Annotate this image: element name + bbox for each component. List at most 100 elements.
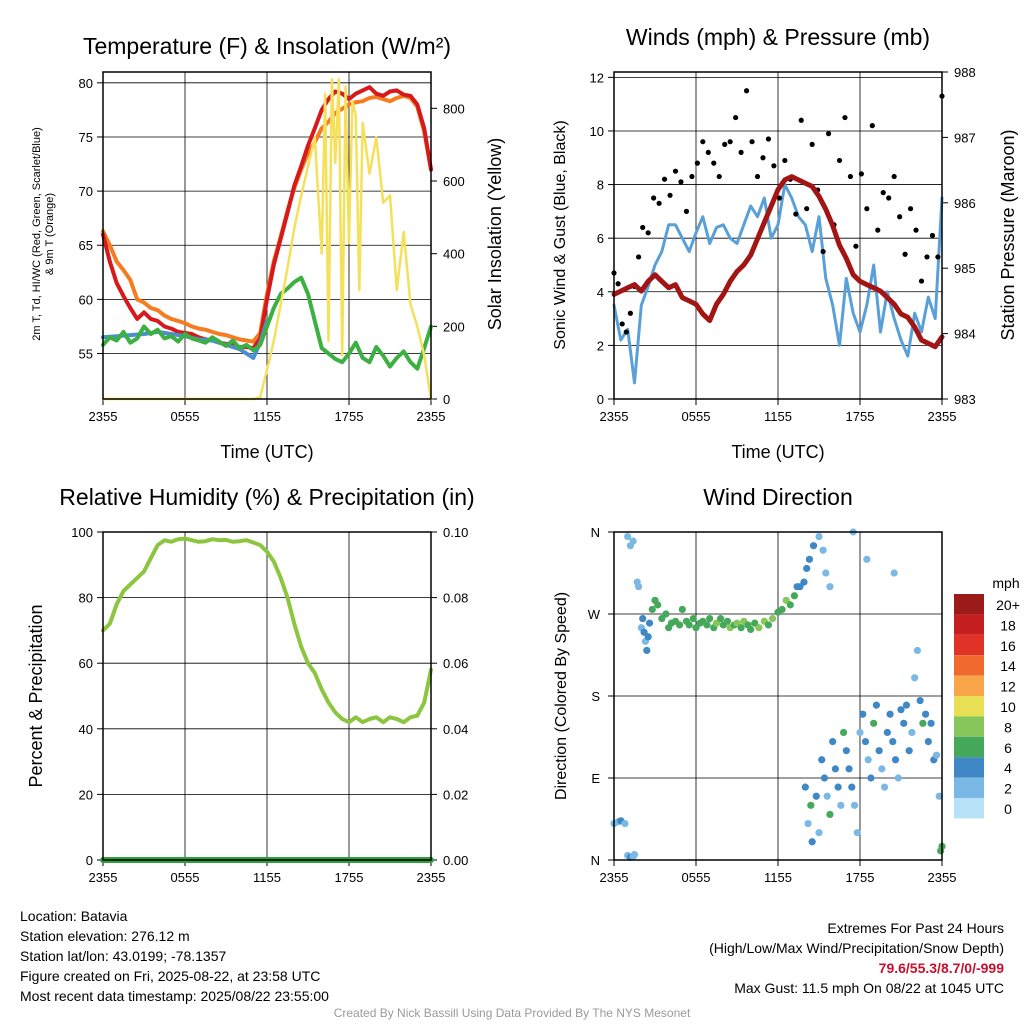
winds-frame xyxy=(613,71,943,400)
temperature-ytick-right-label: 600 xyxy=(443,174,465,189)
direction-point xyxy=(755,624,763,632)
winds-gust_black-point xyxy=(661,176,668,182)
direction-point xyxy=(897,706,905,714)
direction-point xyxy=(621,819,629,828)
temperature-ylabel-line2: & 9m T (Orange) xyxy=(44,193,56,275)
temperature-ylabel-right: Solar Insolation (Yellow) xyxy=(485,138,505,330)
direction-ytick-label: E xyxy=(591,771,600,786)
legend-swatch xyxy=(954,757,984,778)
direction-point xyxy=(645,619,654,627)
winds-gust_black-point xyxy=(651,195,657,201)
direction-point xyxy=(916,696,924,705)
winds-ytick-label: 0 xyxy=(597,392,604,407)
direction-point xyxy=(845,765,853,773)
winds-gust_black-point xyxy=(891,173,897,180)
direction-point xyxy=(804,819,812,828)
direction-point xyxy=(819,546,827,554)
direction-point xyxy=(786,601,794,609)
winds-ytick-right-label: 983 xyxy=(954,392,976,407)
extremes-values: 79.6/55.3/8.7/0/-999 xyxy=(878,960,1004,976)
direction-point xyxy=(639,614,647,623)
plots-layer: 2355 0555 1155 1755 235555606570758002004006… xyxy=(71,65,1020,885)
direction-point xyxy=(764,621,773,629)
winds-gust_black-point xyxy=(656,200,662,206)
legend-label: 20+ xyxy=(996,597,1020,613)
winds-xtick-label: 2355 xyxy=(928,409,957,424)
temperature-frame xyxy=(102,71,432,400)
direction-ytick-label: N xyxy=(591,525,600,540)
direction-point xyxy=(644,633,652,641)
direction-point xyxy=(801,783,809,791)
humidity-frame xyxy=(102,531,432,861)
winds-gust_black-point xyxy=(836,157,843,164)
direction-point xyxy=(834,783,842,791)
winds-xlabel: Time (UTC) xyxy=(731,442,824,462)
direction-point xyxy=(826,810,834,819)
direction-point xyxy=(883,728,891,737)
location-text: Location: Batavia xyxy=(20,908,128,924)
direction-point xyxy=(905,747,913,755)
legend-swatch xyxy=(954,777,984,798)
winds-gust_black-point xyxy=(771,163,777,169)
direction-point xyxy=(886,710,894,718)
winds-gust_black-point xyxy=(929,232,936,239)
direction-point xyxy=(662,610,670,618)
direction-point xyxy=(837,801,845,809)
direction-point xyxy=(629,537,637,545)
direction-point xyxy=(723,617,732,625)
winds-ytick-right-label: 988 xyxy=(954,65,976,80)
legend-swatch xyxy=(954,655,984,676)
direction-point xyxy=(900,719,908,727)
direction-point xyxy=(809,542,818,550)
winds-gust_black-point xyxy=(798,117,804,123)
winds-gust_black-point xyxy=(765,136,772,142)
direction-point xyxy=(848,783,856,791)
elevation-text: Station elevation: 276.12 m xyxy=(20,928,190,944)
direction-point xyxy=(890,569,898,577)
direction-point xyxy=(800,578,808,586)
direction-point xyxy=(867,774,875,782)
temperature-xtick-label: 1755 xyxy=(335,409,364,424)
extremes-subtitle: (High/Low/Max Wind/Precipitation/Snow De… xyxy=(709,940,1004,956)
winds-ytick-label: 8 xyxy=(597,178,604,193)
direction-point xyxy=(803,564,811,573)
winds-gust_black-point xyxy=(782,157,788,164)
humidity-xtick-label: 0555 xyxy=(171,870,200,885)
temperature-ytick-right-label: 400 xyxy=(443,247,465,262)
legend-label: 4 xyxy=(1004,760,1012,776)
winds-ylabel-left: Sonic Wind & Gust (Blue, Black) xyxy=(552,120,569,349)
winds-xtick-label: 0555 xyxy=(682,409,711,424)
direction-ytick-label: W xyxy=(588,607,601,622)
temperature-xtick-label: 2355 xyxy=(89,409,118,424)
direction-point xyxy=(823,792,831,800)
direction-xtick-label: 1155 xyxy=(764,870,792,885)
direction-point xyxy=(820,774,829,782)
winds-gust_black-point xyxy=(623,329,629,335)
humidity-xtick-label: 2355 xyxy=(89,870,118,885)
temperature-dewpoint_green-line xyxy=(101,275,433,371)
winds-gust_black-point xyxy=(749,139,755,145)
direction-point xyxy=(935,792,943,800)
winds-gust_black-point xyxy=(627,310,634,316)
direction-point xyxy=(881,783,889,791)
winds-gust_black-point xyxy=(804,206,810,212)
legend-swatch xyxy=(954,594,984,615)
humidity-ytick-label: 60 xyxy=(79,656,93,671)
winds-ytick-right-label: 984 xyxy=(954,327,976,342)
legend-label: 16 xyxy=(1000,638,1016,654)
winds-gust_black-point xyxy=(847,173,854,180)
humidity-ytick-right-label: 0.04 xyxy=(443,722,468,737)
direction-point xyxy=(850,801,859,809)
temperature-ytick-right-label: 800 xyxy=(443,101,465,116)
legend-swatch xyxy=(954,716,984,737)
temperature-temp_red-line xyxy=(101,85,433,351)
winds-ytick-right-label: 986 xyxy=(954,196,976,211)
winds-gust_black-point xyxy=(738,149,744,156)
winds-gust_black-point xyxy=(615,281,621,287)
winds-gust_black-point xyxy=(820,248,826,255)
humidity-xtick-label: 1155 xyxy=(253,870,281,885)
winds-gust_black-point xyxy=(809,141,815,147)
legend-swatch xyxy=(954,736,984,758)
winds-gust_black-point xyxy=(678,179,684,185)
legend-label: 0 xyxy=(1004,801,1012,817)
